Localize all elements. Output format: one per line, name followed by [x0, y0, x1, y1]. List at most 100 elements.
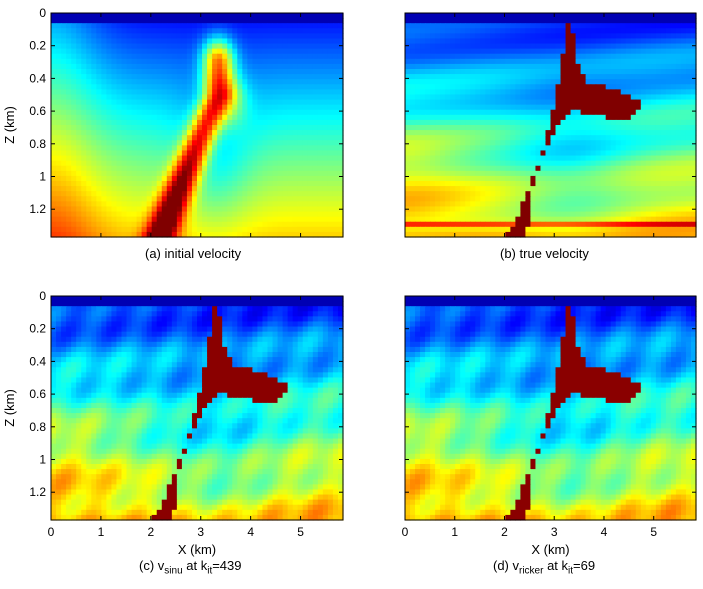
pixel	[56, 28, 62, 34]
pixel	[323, 176, 329, 182]
pixel	[430, 89, 436, 95]
pixel	[435, 33, 441, 39]
pixel	[212, 150, 218, 156]
pixel	[621, 125, 627, 131]
pixel	[631, 201, 637, 207]
pixel	[222, 140, 228, 146]
pixel	[303, 115, 309, 121]
pixel	[500, 140, 506, 146]
pixel	[172, 105, 178, 111]
pixel	[540, 28, 546, 34]
pixel	[641, 49, 647, 55]
pixel	[227, 176, 233, 182]
pixel	[460, 28, 466, 34]
pixel	[475, 69, 481, 75]
pixel	[460, 69, 466, 75]
pixel	[137, 222, 143, 228]
pixel	[465, 49, 471, 55]
pixel	[157, 13, 163, 19]
pixel	[571, 125, 577, 131]
pixel	[566, 156, 572, 162]
pixel	[601, 181, 607, 187]
pixel	[490, 125, 496, 131]
pixel	[308, 181, 314, 187]
pixel	[520, 13, 526, 19]
pixel	[56, 150, 62, 156]
pixel	[636, 18, 642, 24]
pixel	[641, 84, 647, 90]
pixel	[101, 13, 107, 19]
pixel	[86, 161, 92, 167]
pixel	[162, 33, 168, 39]
pixel	[465, 196, 471, 202]
pixel	[581, 84, 587, 90]
pixel	[510, 74, 516, 80]
pixel	[333, 176, 339, 182]
pixel	[237, 140, 243, 146]
pixel	[333, 161, 339, 167]
pixel	[445, 89, 451, 95]
pixel	[666, 191, 672, 197]
pixel	[415, 156, 421, 162]
pixel	[470, 94, 476, 100]
pixel	[500, 33, 506, 39]
pixel	[430, 156, 436, 162]
pixel	[435, 186, 441, 192]
pixel	[288, 125, 294, 131]
pixel	[76, 156, 82, 162]
pixel	[616, 166, 622, 172]
pixel	[96, 176, 102, 182]
pixel	[450, 44, 456, 50]
pixel	[81, 110, 87, 116]
pixel	[318, 18, 324, 24]
pixel	[71, 59, 77, 65]
pixel	[116, 212, 122, 218]
pixel	[510, 135, 516, 141]
pixel	[152, 84, 158, 90]
pixel	[313, 110, 319, 116]
pixel	[520, 105, 526, 111]
pixel	[561, 140, 567, 146]
pixel	[410, 33, 416, 39]
pixel	[237, 150, 243, 156]
pixel	[273, 166, 279, 172]
pixel	[475, 33, 481, 39]
pixel	[510, 79, 516, 85]
pixel	[671, 38, 677, 44]
pixel	[656, 140, 662, 146]
pixel	[81, 105, 87, 111]
pixel	[293, 23, 299, 29]
pixel	[661, 181, 667, 187]
pixel	[475, 49, 481, 55]
pixel	[596, 171, 602, 177]
pixel	[681, 161, 687, 167]
pixel	[323, 100, 329, 106]
pixel	[535, 222, 541, 228]
pixel	[576, 181, 582, 187]
pixel	[581, 54, 587, 60]
pixel	[172, 54, 178, 60]
pixel	[681, 166, 687, 172]
pixel	[323, 23, 329, 29]
pixel	[116, 145, 122, 151]
pixel	[530, 196, 536, 202]
pixel	[207, 23, 213, 29]
pixel	[71, 100, 77, 106]
pixel	[566, 217, 572, 223]
pixel	[51, 54, 57, 60]
pixel	[525, 181, 531, 187]
pixel	[66, 176, 72, 182]
pixel	[641, 115, 647, 121]
pixel	[116, 140, 122, 146]
pixel	[111, 125, 117, 131]
pixel	[500, 94, 506, 100]
pixel	[425, 191, 431, 197]
pixel	[217, 59, 223, 65]
pixel	[283, 217, 289, 223]
pixel	[420, 69, 426, 75]
pixel	[318, 100, 324, 106]
pixel	[303, 38, 309, 44]
pixel	[288, 18, 294, 24]
pixel	[96, 181, 102, 187]
